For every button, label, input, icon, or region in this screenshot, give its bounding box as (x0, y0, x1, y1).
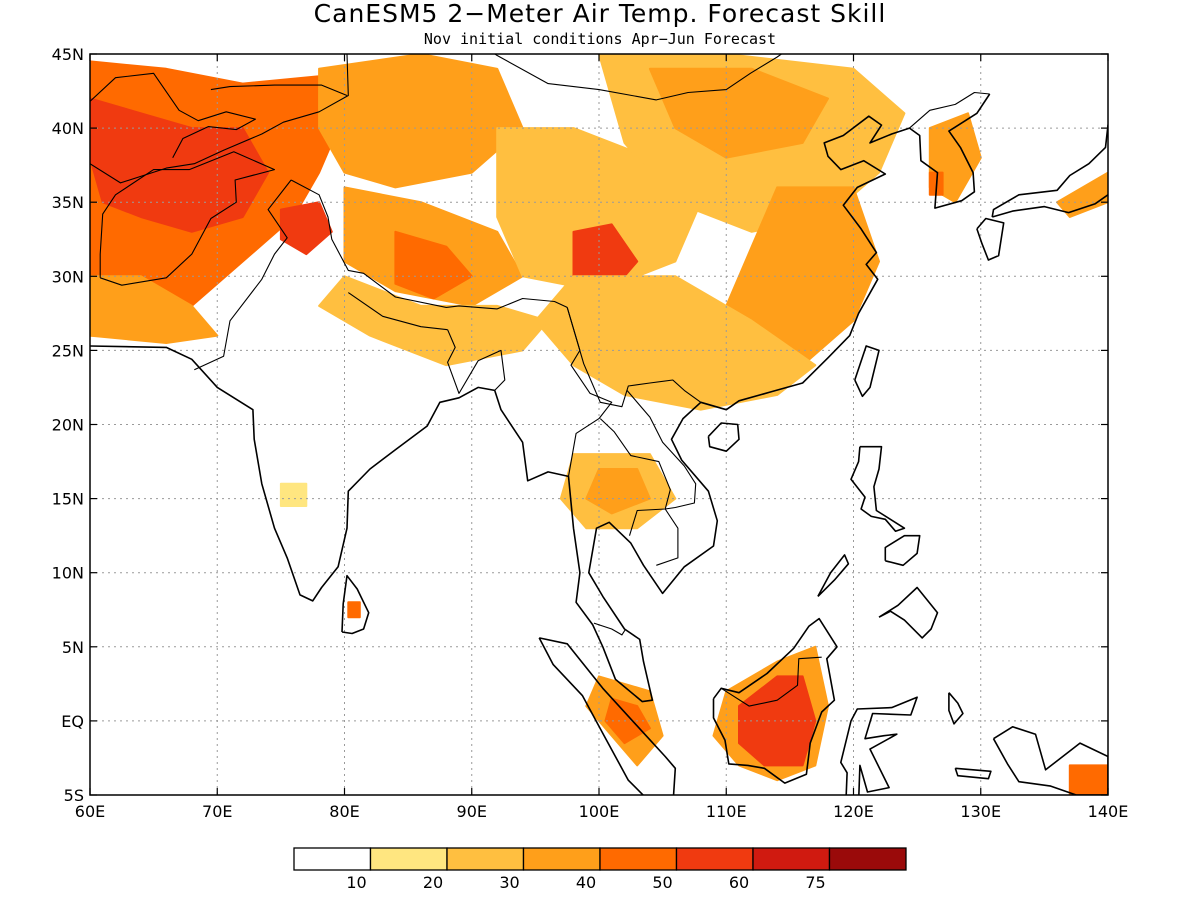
coastline-visayas (884, 534, 921, 567)
colorbar-label-40: 40 (576, 873, 596, 892)
lat-tick-label-5S: 5S (64, 786, 84, 805)
border-kyrgyz-kazakh (210, 84, 348, 97)
country-borders (90, 54, 990, 707)
colorbar-swatch-6 (752, 847, 831, 871)
colorbar-label-75: 75 (805, 873, 825, 892)
border-afghanistan (99, 151, 276, 286)
lon-tick-label-140E: 140E (1088, 802, 1129, 821)
border-china-mongolia (493, 54, 783, 101)
coastline-hainan (707, 422, 740, 453)
coastline-halmahera (948, 692, 964, 725)
border-uzbek (90, 72, 256, 158)
colorbar: 10 20 30 40 50 60 75 (293, 847, 907, 892)
skill-region-new-guinea (1068, 764, 1108, 795)
skill-region-pakistan-band (90, 275, 219, 344)
skill-region-tarim-west (318, 54, 524, 189)
skill-region-sri-lanka (347, 601, 361, 619)
lat-tick-label-30N: 30N (52, 267, 84, 286)
graticule (90, 54, 1108, 795)
lat-tick-label-5N: 5N (62, 638, 84, 657)
skill-region-kashmir-hot (279, 201, 333, 256)
lon-tick-label-80E: 80E (329, 802, 359, 821)
longitude-axis: 60E 70E 80E 90E 100E 110E 120E 130E 140E (75, 54, 1129, 821)
coastline-borneo (712, 617, 838, 784)
skill-region-borneo-core (738, 675, 817, 767)
border-malaysia-thai (593, 622, 627, 636)
lat-tick-label-EQ: EQ (61, 712, 84, 731)
border-thailand-laos (599, 418, 671, 536)
border-nepal-south (347, 292, 448, 331)
colorbar-swatch-3 (522, 847, 601, 871)
coastline-sri-lanka (341, 574, 370, 635)
lon-tick-label-90E: 90E (457, 802, 487, 821)
lon-tick-label-120E: 120E (833, 802, 874, 821)
skill-region-central-asia-core (90, 97, 270, 233)
colorbar-label-10: 10 (346, 873, 366, 892)
map-panel: 60E 70E 80E 90E 100E 110E 120E 130E 140E 5S EQ 5N 1… (52, 45, 1129, 821)
figure-subtitle: Nov initial conditions Apr−Jun Forecast (424, 30, 776, 48)
lat-tick-label-20N: 20N (52, 416, 84, 435)
skill-region-india-patches (279, 482, 308, 507)
border-myanmar-east (566, 307, 613, 477)
colorbar-label-50: 50 (652, 873, 672, 892)
coastlines (90, 93, 1108, 795)
colorbar-swatch-1 (369, 847, 448, 871)
coastline-mindanao (878, 586, 939, 639)
colorbar-swatch-2 (446, 847, 525, 871)
border-bangladesh (447, 329, 506, 394)
coastline-palawan (817, 554, 850, 597)
coastline-seram (954, 767, 992, 780)
border-laos-vietnam (626, 390, 697, 510)
colorbar-label-20: 20 (423, 873, 443, 892)
skill-shading (90, 54, 1108, 795)
lat-tick-label-35N: 35N (52, 193, 84, 212)
border-india-pakistan (194, 179, 292, 371)
skill-region-indochina-core (585, 468, 651, 515)
colorbar-label-30: 30 (499, 873, 519, 892)
coastline-new-guinea-west (992, 725, 1108, 795)
figure-title: CanESM5 2−Meter Air Temp. Forecast Skill (314, 0, 887, 28)
lat-tick-label-10N: 10N (52, 564, 84, 583)
skill-region-sumatra-core (604, 697, 651, 745)
coastline-japan-kyushu (976, 217, 1005, 261)
lat-tick-label-45N: 45N (52, 45, 84, 64)
skill-region-north-china-core (648, 67, 829, 159)
border-china-south (566, 307, 702, 408)
lat-tick-label-40N: 40N (52, 119, 84, 138)
colorbar-swatch-7 (828, 847, 907, 871)
lon-tick-label-110E: 110E (706, 802, 747, 821)
lon-tick-label-130E: 130E (960, 802, 1001, 821)
coastline-asia-mainland-coast (90, 93, 991, 703)
colorbar-swatch-4 (599, 847, 678, 871)
border-china-korea (909, 91, 990, 129)
border-cambodia-vietnam (656, 508, 679, 566)
lat-tick-label-15N: 15N (52, 490, 84, 509)
skill-region-south-china (534, 275, 817, 411)
border-central-asia-south (90, 54, 349, 184)
border-borneo-split (720, 656, 822, 707)
coastline-sumatra (538, 637, 677, 795)
colorbar-label-60: 60 (729, 873, 749, 892)
coastline-taiwan (854, 345, 880, 398)
lon-tick-label-60E: 60E (75, 802, 105, 821)
coastline-japan-honshu (991, 123, 1108, 218)
lon-tick-label-70E: 70E (202, 802, 232, 821)
coastline-sulawesi (839, 696, 918, 795)
border-himalaya-front (290, 179, 568, 310)
lat-tick-label-25N: 25N (52, 341, 84, 360)
latitude-axis: 5S EQ 5N 10N 15N 20N 25N 30N 35N 40N 45N (52, 45, 1108, 805)
skill-region-tibet-south-hot (394, 230, 473, 300)
colorbar-swatch-0 (293, 847, 372, 871)
lon-tick-label-100E: 100E (579, 802, 620, 821)
coastline-luzon (850, 445, 906, 533)
colorbar-swatch-5 (675, 847, 754, 871)
